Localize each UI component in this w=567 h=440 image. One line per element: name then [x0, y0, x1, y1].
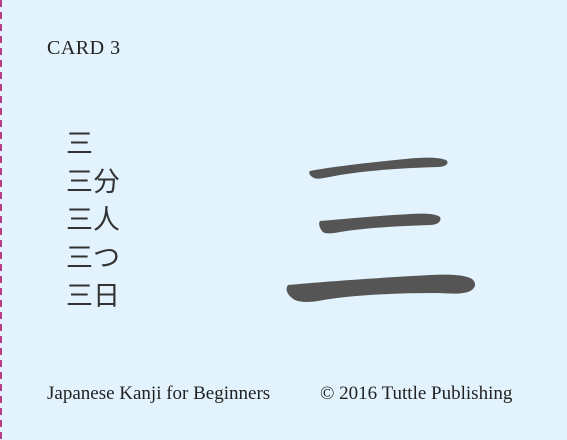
vocab-word-5: 三日 — [66, 281, 120, 312]
kanji-stroke-2 — [319, 213, 441, 234]
perforated-edge — [0, 0, 2, 440]
vocabulary-list: 三 三分 三人 三つ 三日 — [66, 126, 120, 316]
vocab-word-1: 三 — [66, 129, 93, 160]
vocab-word-4: 三つ — [66, 243, 120, 274]
vocab-word-2: 三分 — [66, 167, 120, 198]
kanji-stroke-3 — [286, 274, 476, 302]
copyright-notice: © 2016 Tuttle Publishing — [320, 383, 513, 404]
vocab-word-3: 三人 — [66, 205, 120, 236]
kanji-stroke-1 — [309, 157, 448, 179]
card-number-label: CARD 3 — [47, 37, 121, 59]
book-title: Japanese Kanji for Beginners — [47, 383, 271, 404]
large-kanji-glyph — [286, 157, 476, 302]
